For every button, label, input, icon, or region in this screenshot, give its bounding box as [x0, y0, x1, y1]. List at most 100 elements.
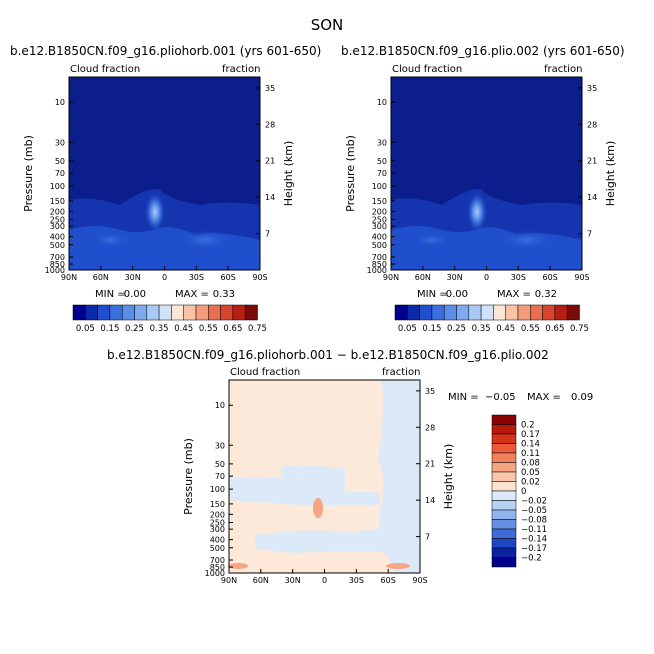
panel-3-colorbar-label: 0.08 — [521, 459, 540, 469]
panel-3-max-value: 0.09 — [571, 392, 594, 403]
panel-1-colorbar-label: 0.55 — [199, 324, 218, 334]
panel-1-colorbar-box — [183, 304, 197, 321]
panel-3-xtick-label: 0 — [322, 576, 327, 585]
panel-2-min-label: MIN = — [417, 289, 448, 300]
panel-3-ytick-label: 30 — [215, 441, 225, 450]
panel-1-ytick-label: 300 — [50, 222, 65, 231]
panel-1-ytick-label: 30 — [55, 138, 65, 147]
panel-1-min-label: MIN = — [95, 289, 126, 300]
panel-1-title: b.e12.B1850CN.f09_g16.pliohorb.001 (yrs … — [10, 44, 322, 58]
panel-2-max-label: MAX = — [497, 289, 531, 300]
panel-2-colorbar-box — [407, 304, 420, 321]
panel-3-colorbar-box — [491, 443, 517, 454]
panel-2-ytick-label: 150 — [372, 197, 387, 206]
panel-1-y2tick-label: 28 — [265, 120, 275, 129]
panel-3-colorbar-box — [491, 481, 517, 492]
panel-3-ytick-label: 300 — [210, 525, 225, 534]
panel-1-ylabel: Pressure (mb) — [22, 135, 35, 212]
panel-1-colorbar-box — [85, 304, 98, 321]
panel-1-colorbar-box — [171, 304, 184, 321]
panel-2-y2tick-label: 14 — [587, 193, 597, 202]
panel-2-colorbar-label: 0.55 — [521, 324, 540, 334]
panel-2-xtick-label: 90N — [383, 273, 399, 282]
panel-3-colorbar-label: 0.17 — [521, 430, 540, 440]
panel-2-ytick-label: 30 — [377, 138, 387, 147]
panel-2-nh-cloud — [412, 232, 452, 248]
panel-3-y2tick-label: 21 — [425, 460, 435, 469]
panel-3-ytick-label: 150 — [210, 500, 225, 509]
panel-3-max-label: MAX = — [527, 392, 561, 403]
panel-1-xtick-label: 30S — [189, 273, 204, 282]
panel-1-ytick-label: 700 — [50, 253, 65, 262]
panel-2-xtick-label: 90S — [574, 273, 589, 282]
panel-3-colorbar-box — [491, 490, 517, 501]
panel-3-sh-surface-positive — [386, 563, 410, 569]
panel-1-max-label: MAX = — [175, 289, 209, 300]
panel-2-xtick-label: 30N — [447, 273, 463, 282]
panel-3-colorbar-box — [491, 528, 517, 539]
panel-3-colorbar-box — [491, 414, 517, 425]
panel-2-ytick-label: 500 — [372, 241, 387, 250]
panel-2-ytick-label: 10 — [377, 98, 387, 107]
panel-3-lower-negative — [255, 528, 382, 553]
panel-3-title: b.e12.B1850CN.f09_g16.pliohorb.001 − b.e… — [107, 348, 549, 362]
panel-3-xtick-label: 60S — [381, 576, 396, 585]
panel-2-ylabel: Pressure (mb) — [344, 135, 357, 212]
panel-3-min-label: MIN = — [448, 392, 479, 403]
panel-3-y2tick-label: 35 — [425, 387, 435, 396]
panel-3-ytick-label: 100 — [210, 485, 225, 494]
panel-3-ytick-label: 10 — [215, 401, 225, 410]
panel-2-left-label: Cloud fraction — [392, 64, 463, 75]
panel-1-y2tick-label: 21 — [265, 157, 275, 166]
panel-2-y2tick-label: 21 — [587, 157, 597, 166]
panel-2-tropical-core — [467, 192, 487, 232]
panel-2-xtick-label: 30S — [511, 273, 526, 282]
panel-1-ytick-label: 400 — [50, 233, 65, 242]
panel-1-y2tick-label: 7 — [265, 230, 270, 239]
panel-1-ytick-label: 200 — [50, 207, 65, 216]
panel-1-colorbar-label: 0.05 — [76, 324, 95, 334]
panel-2-sh-cloud — [499, 230, 555, 250]
panel-1-left-label: Cloud fraction — [70, 64, 141, 75]
panel-3-colorbar-box — [491, 424, 517, 435]
panel-1-min-value: 0.00 — [124, 289, 146, 300]
panel-2-ytick-label: 250 — [372, 216, 387, 225]
panel-2-colorbar-box — [419, 304, 433, 321]
panel-2-colorbar-box — [456, 304, 470, 321]
panel-1-ytick-label: 50 — [55, 157, 65, 166]
panel-2-max-value: 0.32 — [535, 289, 557, 300]
panel-2-colorbar-label: 0.75 — [570, 324, 589, 334]
panel-1-colorbar-box — [121, 304, 135, 321]
panel-3-ytick-label: 1000 — [205, 569, 225, 578]
panel-3-sh-negative — [378, 380, 420, 573]
panel-3-nh-negative-patch — [281, 465, 299, 480]
panel-2-min-value: 0.00 — [446, 289, 468, 300]
panel-3-colorbar-label: −0.14 — [521, 535, 547, 545]
panel-3-colorbar-box — [491, 538, 517, 549]
panel-1-xtick-label: 90N — [61, 273, 77, 282]
panel-2-colorbar-box — [554, 304, 568, 321]
panel-1-xtick-label: 30N — [125, 273, 141, 282]
panel-3-tropical-positive — [313, 498, 323, 518]
panel-1-ytick-label: 850 — [50, 260, 65, 269]
panel-3-colorbar-box — [491, 471, 517, 482]
panel-1-ytick-label: 250 — [50, 216, 65, 225]
panel-3-ytick-label: 250 — [210, 519, 225, 528]
panel-3-ytick-label: 700 — [210, 556, 225, 565]
panel-2-ylabel-right: Height (km) — [604, 141, 617, 207]
panel-3-colorbar-box — [491, 433, 517, 444]
panel-3-upper-negative — [229, 465, 380, 505]
panel-2-y2tick-label: 28 — [587, 120, 597, 129]
panel-3-xtick-label: 90S — [412, 576, 427, 585]
panel-1-xtick-label: 0 — [162, 273, 167, 282]
panel-1-colorbar-box — [146, 304, 160, 321]
panel-3-colorbar-box — [491, 509, 517, 520]
panel-2-xtick-label: 0 — [484, 273, 489, 282]
panel-2-y2tick-label: 35 — [587, 84, 597, 93]
panel-2-colorbar-label: 0.25 — [447, 324, 466, 334]
panel-2-colorbar-label: 0.05 — [398, 324, 417, 334]
panel-3-ytick-label: 850 — [210, 563, 225, 572]
